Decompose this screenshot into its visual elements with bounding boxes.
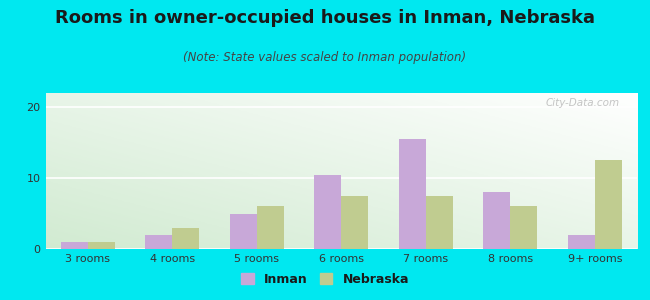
Bar — [341, 196, 369, 249]
Bar — [595, 160, 622, 249]
Bar — [257, 206, 284, 249]
Text: City-Data.com: City-Data.com — [545, 98, 619, 108]
Bar — [483, 192, 510, 249]
Legend: Inman, Nebraska: Inman, Nebraska — [236, 268, 414, 291]
Text: (Note: State values scaled to Inman population): (Note: State values scaled to Inman popu… — [183, 51, 467, 64]
Bar — [314, 175, 341, 249]
Bar — [145, 235, 172, 249]
Bar — [398, 139, 426, 249]
Bar — [229, 214, 257, 249]
Bar — [510, 206, 538, 249]
Bar — [60, 242, 88, 249]
Bar — [88, 242, 115, 249]
Bar — [172, 228, 200, 249]
Text: Rooms in owner-occupied houses in Inman, Nebraska: Rooms in owner-occupied houses in Inman,… — [55, 9, 595, 27]
Bar — [426, 196, 453, 249]
Bar — [567, 235, 595, 249]
